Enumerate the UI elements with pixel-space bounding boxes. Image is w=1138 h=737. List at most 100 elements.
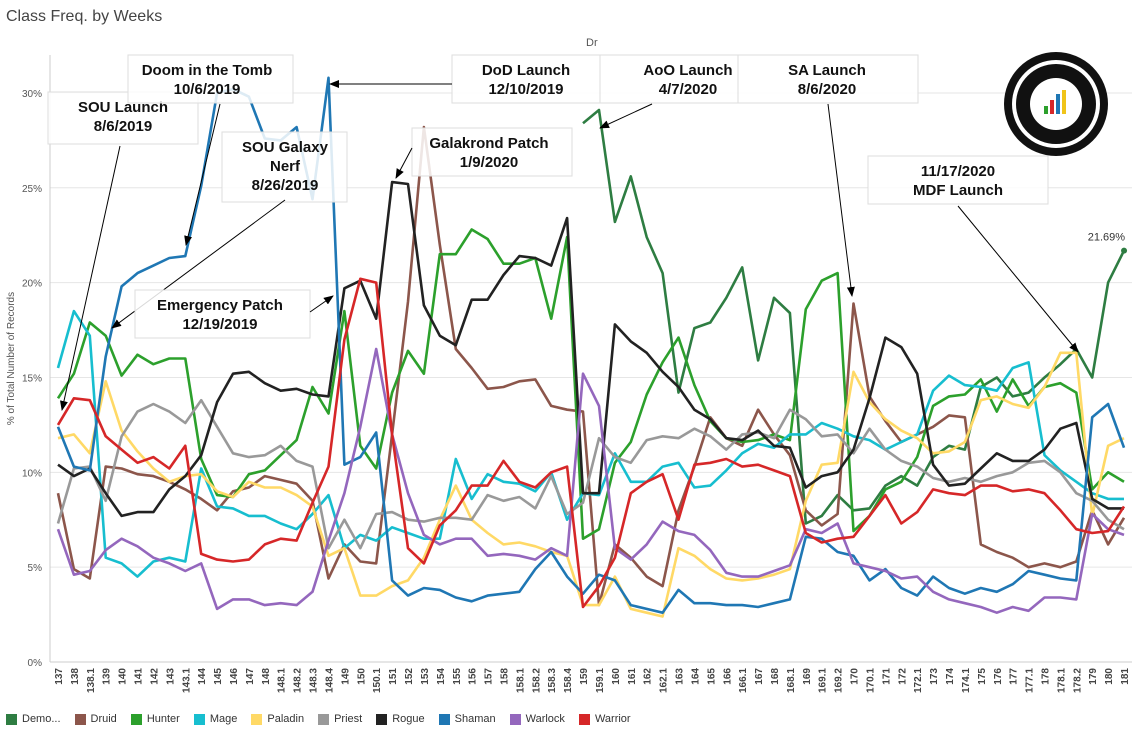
- legend-label: Demo...: [22, 713, 61, 725]
- x-tick-label: 178.1: [1056, 668, 1067, 693]
- annotation-label-galakrond: 1/9/2020: [460, 154, 518, 171]
- y-tick-label: 25%: [22, 184, 42, 195]
- x-tick-label: 163: [675, 668, 686, 685]
- x-tick-label: 151: [388, 668, 399, 685]
- annotation-label-sou-launch: 8/6/2019: [94, 118, 152, 135]
- legend-swatch: [438, 713, 450, 725]
- x-tick-label: 142: [149, 668, 160, 685]
- x-tick-label: 166: [722, 668, 733, 685]
- legend-item[interactable]: Druid: [74, 713, 117, 725]
- annotation-box-sou-nerf: [221, 131, 348, 203]
- x-tick-label: 148.4: [324, 668, 335, 693]
- x-tick-label: 159: [579, 668, 590, 685]
- legend-swatch: [251, 713, 263, 725]
- x-tick-label: 177.1: [1025, 668, 1036, 693]
- series-line-priest: [56, 398, 1125, 550]
- x-tick-label: 173: [929, 668, 940, 685]
- annotation-arrow-emergency: [309, 295, 334, 313]
- legend-item[interactable]: Paladin: [251, 713, 304, 725]
- legend-item[interactable]: Mage: [193, 713, 238, 725]
- series-line-paladin: [57, 351, 1125, 618]
- legend-swatch: [74, 713, 86, 725]
- legend-item[interactable]: Hunter: [130, 713, 180, 725]
- annotation-label-doom-tomb: 10/6/2019: [174, 81, 241, 98]
- legend-label: Hunter: [146, 713, 180, 725]
- legend-swatch: [376, 713, 388, 725]
- x-tick-label: 150.1: [372, 668, 383, 693]
- legend-label: Warrior: [594, 713, 631, 725]
- legend-item[interactable]: Warlock: [509, 713, 565, 725]
- annotation-arrow-aoo-launch: [599, 103, 653, 129]
- x-tick-label: 165: [706, 668, 717, 685]
- x-tick-label: 148.2: [293, 668, 304, 693]
- x-tick-label: 154: [436, 668, 447, 685]
- annotation-arrow-doom-tomb: [184, 103, 221, 246]
- annotation-label-sou-nerf: Nerf: [270, 158, 301, 175]
- annotation-arrow-sou-launch: [60, 145, 121, 411]
- annotation-label-galakrond: Galakrond Patch: [429, 135, 548, 152]
- x-tick-label: 155: [452, 668, 463, 685]
- x-tick-label: 162.1: [659, 668, 670, 693]
- column-header: Dr: [586, 37, 598, 49]
- x-tick-label: 150: [356, 668, 367, 685]
- annotation-label-sa-launch: SA Launch: [788, 62, 866, 79]
- x-tick-label: 144: [197, 668, 208, 685]
- x-tick-label: 161: [627, 668, 638, 685]
- x-tick-label: 181: [1120, 668, 1131, 685]
- annotation-label-dod-launch: 12/10/2019: [488, 81, 563, 98]
- x-tick-label: 146: [229, 668, 240, 685]
- y-tick-label: 10%: [22, 468, 42, 479]
- x-tick-label: 168: [770, 668, 781, 685]
- annotation-label-doom-tomb: Doom in the Tomb: [142, 62, 273, 79]
- x-tick-label: 156: [468, 668, 479, 685]
- x-tick-label: 149: [340, 668, 351, 685]
- legend-label: Priest: [334, 713, 363, 725]
- x-tick-label: 158: [499, 668, 510, 685]
- x-tick-label: 169.1: [818, 668, 829, 693]
- x-tick-label: 170: [850, 668, 861, 685]
- annotation-box-aoo-launch: [599, 54, 739, 104]
- x-tick-label: 169.2: [834, 668, 845, 693]
- annotation-label-sou-nerf: 8/26/2019: [252, 177, 319, 194]
- legend-item[interactable]: Priest: [318, 713, 362, 725]
- legend-item[interactable]: Warrior: [578, 713, 631, 725]
- annotation-label-mdf-launch: 11/17/2020: [921, 163, 995, 180]
- legend-swatch: [130, 713, 142, 725]
- x-tick-label: 170.1: [865, 668, 876, 693]
- legend-label: Warlock: [525, 713, 565, 725]
- legend-item[interactable]: Rogue: [376, 713, 425, 725]
- annotation-label-sou-nerf: SOU Galaxy: [242, 139, 329, 156]
- series-line-warlock: [56, 347, 1125, 614]
- x-tick-label: 140: [118, 668, 129, 685]
- x-tick-label: 138: [70, 668, 81, 685]
- x-tick-label: 175: [977, 668, 988, 685]
- x-tick-label: 176: [993, 668, 1004, 685]
- legend-label: Shaman: [454, 713, 496, 725]
- legend-swatch: [578, 713, 590, 725]
- x-tick-label: 152: [404, 668, 415, 685]
- annotation-box-mdf-launch: [867, 155, 1049, 205]
- series-line-warrior: [56, 277, 1126, 609]
- annotation-box-galakrond: [411, 127, 573, 177]
- annotation-label-emergency: Emergency Patch: [157, 297, 283, 314]
- annotation-label-aoo-launch: 4/7/2020: [659, 81, 717, 98]
- y-tick-label: 15%: [22, 373, 42, 384]
- x-tick-label: 164: [690, 668, 701, 685]
- x-tick-label: 174.1: [961, 668, 972, 693]
- x-tick-label: 159.1: [595, 668, 606, 693]
- x-tick-label: 137: [54, 668, 65, 685]
- x-tick-label: 147: [245, 668, 256, 685]
- legend-item[interactable]: Demo...: [6, 713, 61, 725]
- x-tick-label: 153: [420, 668, 431, 685]
- x-tick-label: 148.1: [277, 668, 288, 693]
- annotation-label-aoo-launch: AoO Launch: [643, 62, 732, 79]
- x-tick-label: 179: [1088, 668, 1099, 685]
- legend-label: Paladin: [267, 713, 305, 725]
- page-title: Class Freq. by Weeks: [6, 8, 163, 25]
- x-tick-label: 172: [897, 668, 908, 685]
- x-tick-label: 178: [1040, 668, 1051, 685]
- x-tick-label: 139: [102, 668, 113, 685]
- legend-label: Mage: [209, 713, 238, 725]
- legend-item[interactable]: Shaman: [438, 713, 496, 725]
